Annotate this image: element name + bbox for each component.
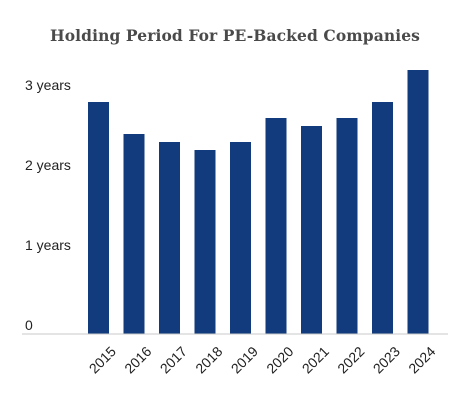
bar-2020 bbox=[265, 118, 287, 334]
x-tick-label-2022: 2022 bbox=[334, 343, 367, 376]
x-tick-label-2018: 2018 bbox=[192, 343, 225, 376]
x-tick-label-2017: 2017 bbox=[157, 343, 190, 376]
x-tick-label-2024: 2024 bbox=[405, 343, 438, 376]
y-tick-label-0: 0 bbox=[25, 317, 33, 333]
bars bbox=[88, 70, 429, 334]
x-tick-label-2020: 2020 bbox=[263, 343, 296, 376]
x-tick-label-2023: 2023 bbox=[370, 343, 403, 376]
y-tick-label-2: 2 years bbox=[25, 157, 71, 173]
x-axis-ticks: 2015 2016 2017 2018 2019 2020 2021 2022 2023 2024 bbox=[86, 343, 439, 376]
x-tick-label-2021: 2021 bbox=[299, 343, 332, 376]
bar-2022 bbox=[336, 118, 358, 334]
bar-2024 bbox=[407, 70, 429, 334]
bar-2016 bbox=[123, 134, 145, 334]
y-tick-label-1: 1 years bbox=[25, 237, 71, 253]
y-tick-label-3: 3 years bbox=[25, 77, 71, 93]
bar-2021 bbox=[301, 126, 322, 334]
y-axis-ticks: 0 1 years 2 years 3 years bbox=[25, 77, 71, 333]
x-tick-label-2019: 2019 bbox=[228, 343, 261, 376]
x-tick-label-2015: 2015 bbox=[86, 343, 119, 376]
bar-2023 bbox=[372, 102, 393, 334]
bar-2017 bbox=[159, 142, 180, 334]
bar-2019 bbox=[230, 142, 251, 334]
bar-2015 bbox=[88, 102, 109, 334]
bar-2018 bbox=[194, 150, 216, 334]
x-tick-label-2016: 2016 bbox=[121, 343, 154, 376]
chart-title: Holding Period For PE-Backed Companies bbox=[50, 26, 420, 45]
